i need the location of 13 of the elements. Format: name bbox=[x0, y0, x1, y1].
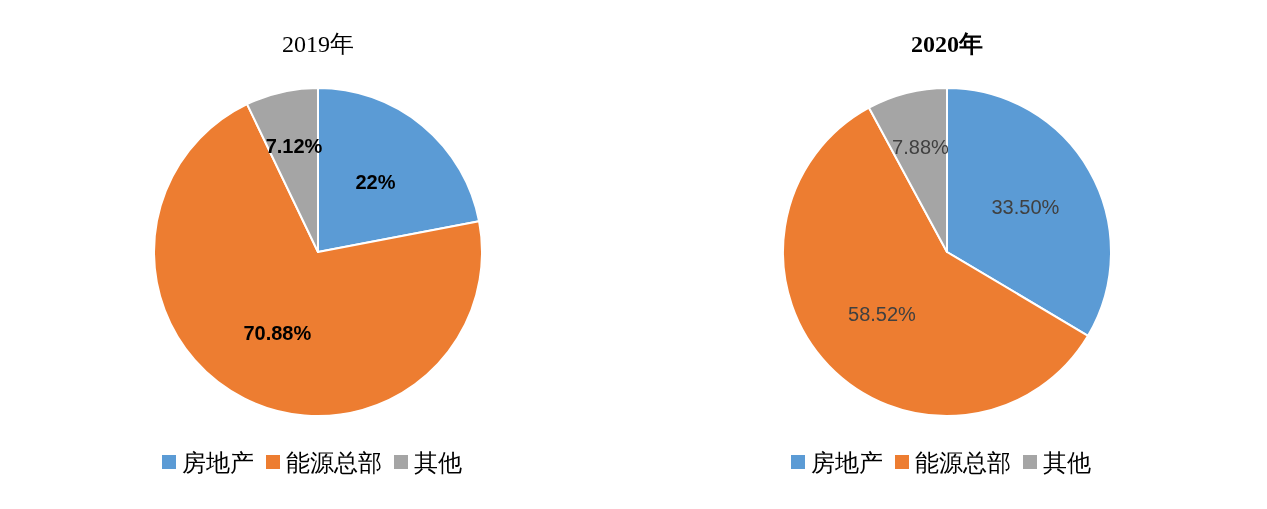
legend-label: 房地产 bbox=[182, 449, 254, 477]
chart-title: 2020年 bbox=[911, 31, 983, 57]
data-label: 22% bbox=[355, 171, 396, 194]
legend-label: 房地产 bbox=[811, 449, 883, 477]
data-label: 7.12% bbox=[265, 135, 323, 158]
data-label: 33.50% bbox=[991, 196, 1060, 219]
legend-label: 其他 bbox=[1043, 449, 1091, 477]
data-label: 58.52% bbox=[848, 303, 917, 326]
chart-title: 2019年 bbox=[282, 31, 354, 57]
legend-label: 能源总部 bbox=[286, 449, 382, 477]
legend-label: 其他 bbox=[414, 449, 462, 477]
legend-label: 能源总部 bbox=[915, 449, 1011, 477]
data-label: 70.88% bbox=[243, 321, 312, 344]
